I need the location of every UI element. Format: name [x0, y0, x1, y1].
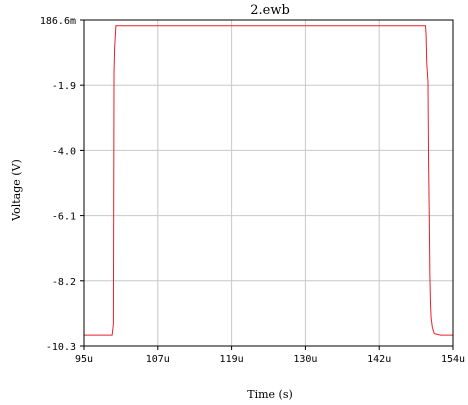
x-axis-title: Time (s) — [247, 388, 293, 401]
y-tick-label: -4.0 — [52, 146, 76, 157]
series-layer — [84, 25, 453, 336]
x-tick-label: 107u — [146, 354, 170, 365]
x-tick-label: 95u — [75, 354, 93, 365]
x-tick-label: 142u — [367, 354, 391, 365]
y-tick-label: -10.3 — [46, 342, 76, 353]
y-tick-label: -8.2 — [52, 277, 76, 288]
x-tick-label: 154u — [441, 354, 465, 365]
x-tick-label: 119u — [220, 354, 244, 365]
chart-title: 2.ewb — [250, 3, 290, 18]
y-axis-title: Voltage (V) — [10, 159, 23, 222]
label-layer: 95u 107u 119u 130u 142u 154u 186.6m -1.9 -4.0 -6.… — [40, 16, 465, 365]
axis-layer — [80, 19, 454, 350]
grid-layer — [83, 19, 454, 347]
y-tick-label: -1.9 — [52, 81, 76, 92]
plot-frame — [83, 19, 454, 347]
voltage-series-line — [84, 25, 453, 336]
y-tick-label: -6.1 — [52, 212, 76, 223]
y-tick-label: 186.6m — [40, 16, 76, 27]
x-tick-label: 130u — [293, 354, 317, 365]
